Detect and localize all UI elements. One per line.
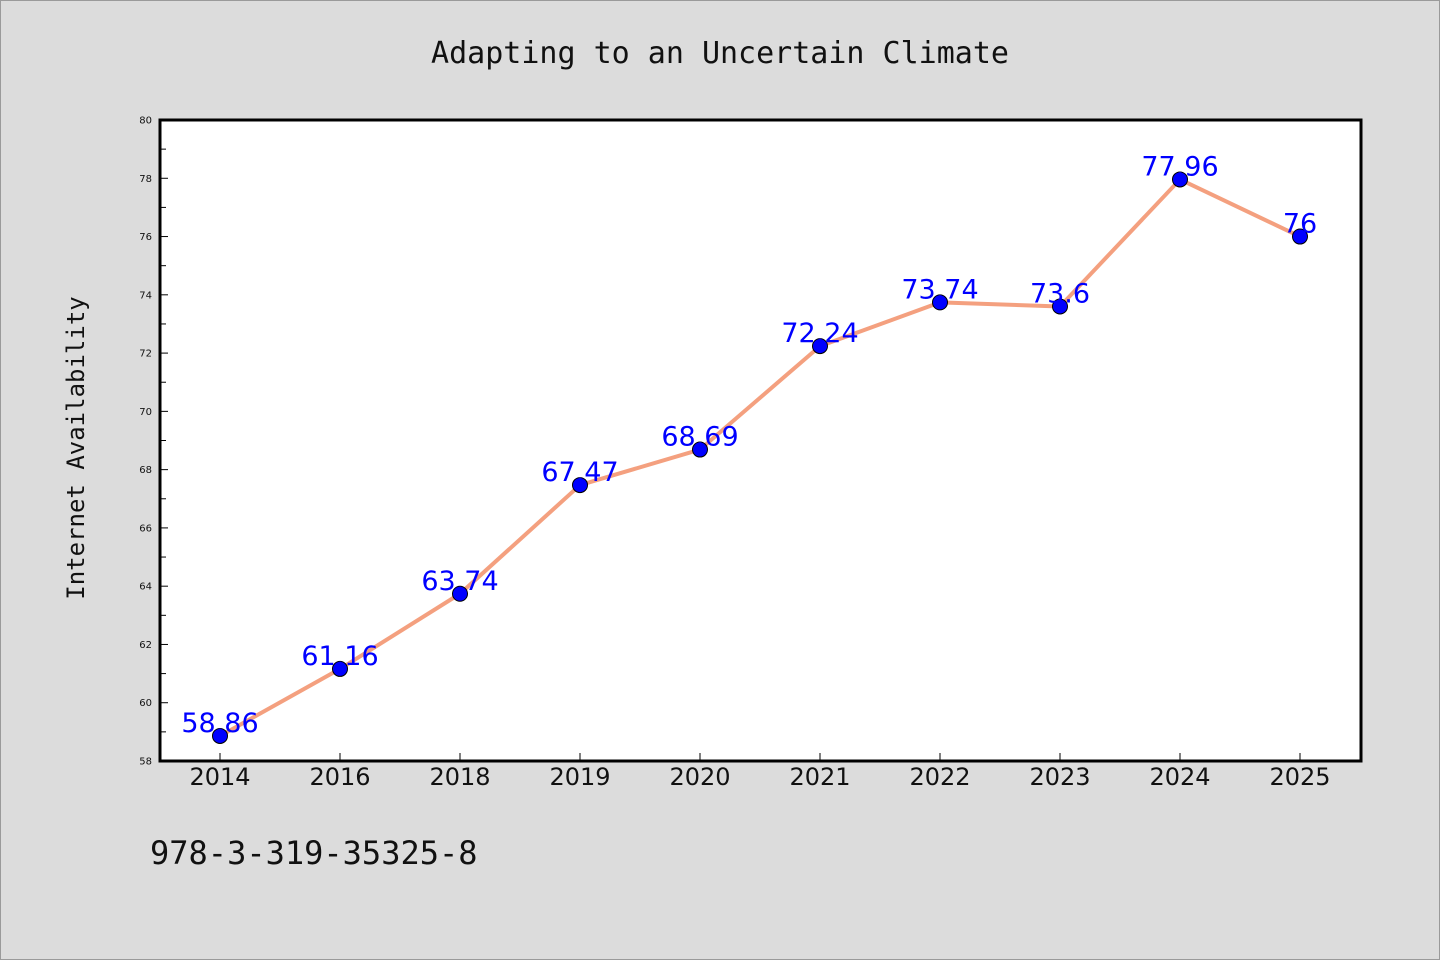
series-lines: [218, 177, 1302, 738]
x-tick-label-2016: 2016: [309, 763, 370, 791]
chart-title: Adapting to an Uncertain Climate: [431, 36, 1009, 71]
series-points: [212, 171, 1308, 744]
y-tick-label-58: 58: [139, 757, 152, 768]
x-axis-ticks: 2014 2016 2018 2019 2020 2021 2022 2023 2024 2025: [189, 753, 1331, 791]
data-label-2020: 68.69: [661, 422, 738, 453]
data-point-2021: [812, 338, 828, 355]
y-axis-ticks: 58 60 62 64 66 68 70 72 74 76 78 80: [139, 116, 168, 768]
data-point-2016: [332, 660, 348, 677]
x-tick-label-2020: 2020: [669, 763, 730, 791]
y-tick-label-66: 66: [139, 523, 152, 534]
y-tick-label-62: 62: [139, 640, 152, 651]
x-tick-label-2022: 2022: [909, 763, 970, 791]
x-tick-label-2018: 2018: [429, 763, 490, 791]
y-tick-label-70: 70: [139, 407, 152, 418]
x-tick-label-2014: 2014: [189, 763, 250, 791]
x-tick-label-2023: 2023: [1029, 763, 1090, 791]
data-point-2024: [1172, 171, 1188, 188]
data-point-2020: [692, 441, 708, 458]
footer-isbn: 978-3-319-35325-8: [150, 834, 478, 872]
series-line: [218, 177, 1302, 738]
data-point-2025: [1292, 228, 1308, 245]
y-tick-label-68: 68: [139, 465, 152, 476]
y-tick-label-76: 76: [139, 232, 152, 243]
data-point-2022: [932, 294, 948, 311]
y-tick-label-72: 72: [139, 349, 152, 360]
y-axis-label: Internet Availability: [62, 296, 90, 599]
data-point-2019: [572, 477, 588, 494]
data-point-2014: [212, 727, 228, 744]
x-tick-label-2024: 2024: [1149, 763, 1210, 791]
x-tick-label-2019: 2019: [549, 763, 610, 791]
data-label-2024: 77.96: [1141, 151, 1218, 182]
data-labels: 58.86 61.16 63.74 67.47 68.69 72.24 73.74 73.6 7…: [181, 151, 1317, 739]
data-label-2022: 73.74: [901, 274, 978, 305]
y-tick-label-60: 60: [139, 698, 152, 709]
y-tick-label-80: 80: [139, 116, 152, 127]
data-label-2014: 58.86: [181, 708, 258, 739]
data-label-2021: 72.24: [781, 318, 858, 349]
data-label-2019: 67.47: [541, 457, 618, 488]
y-tick-label-64: 64: [139, 582, 152, 593]
data-label-2018: 63.74: [421, 566, 498, 597]
x-tick-label-2025: 2025: [1269, 763, 1330, 791]
data-point-2023: [1052, 298, 1068, 315]
data-label-2023: 73.6: [1030, 278, 1090, 309]
x-tick-label-2021: 2021: [789, 763, 850, 791]
data-label-2025: 76: [1283, 209, 1317, 240]
data-point-2018: [452, 585, 468, 602]
y-tick-label-74: 74: [139, 290, 152, 301]
data-label-2016: 61.16: [301, 641, 378, 672]
y-tick-label-78: 78: [139, 174, 152, 185]
